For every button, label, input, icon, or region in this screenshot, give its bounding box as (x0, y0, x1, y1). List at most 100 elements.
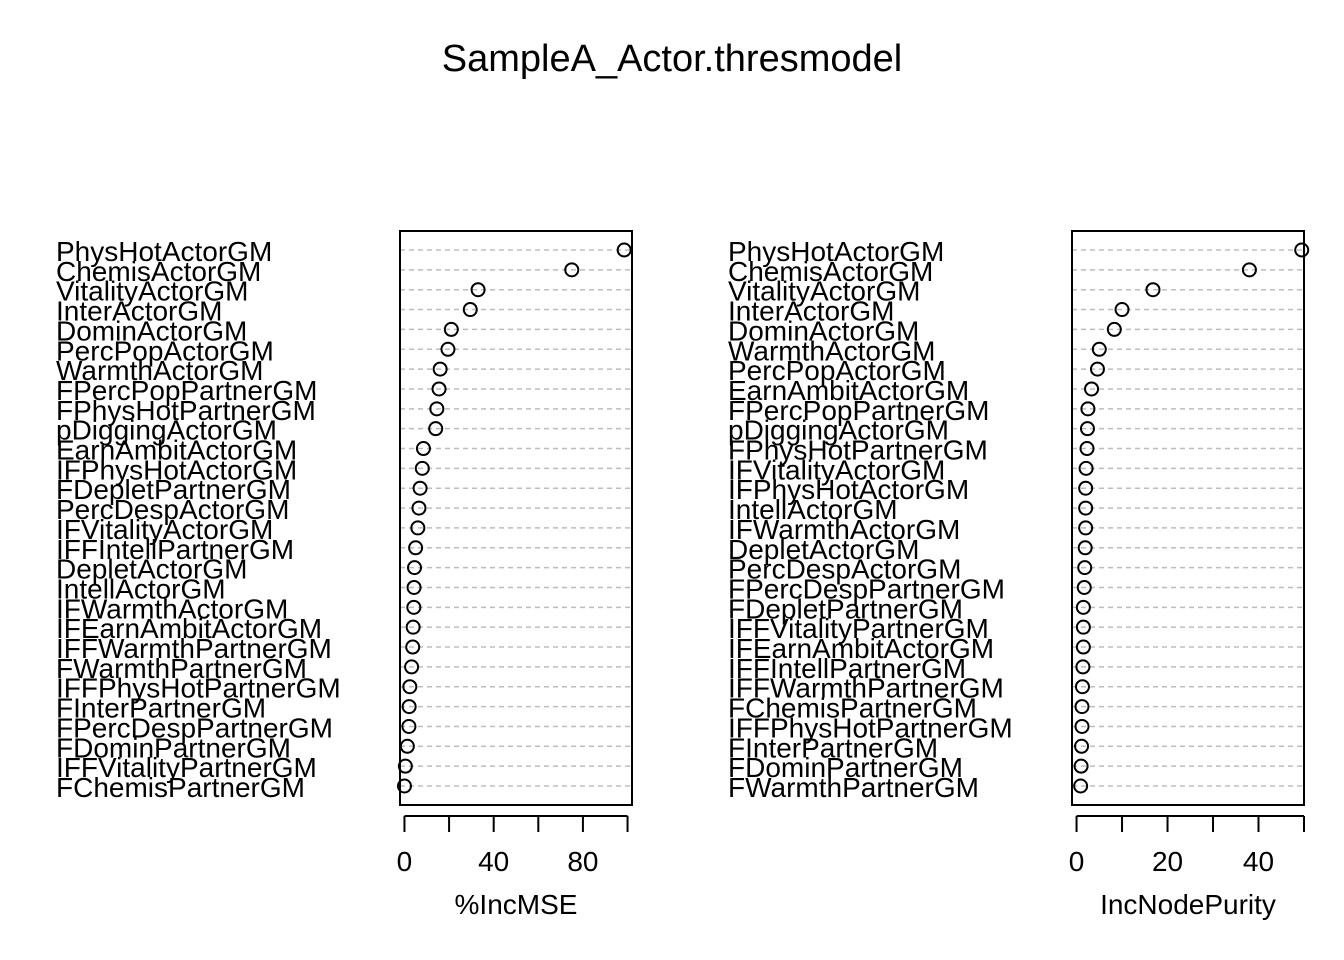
importance-point (462, 302, 478, 318)
importance-point (1073, 758, 1089, 774)
variable-label: FDepletPartnerGM (56, 474, 291, 505)
variable-label: FPercPopPartnerGM (728, 395, 989, 426)
variable-label: PercPopActorGM (56, 335, 274, 366)
importance-point (1079, 441, 1095, 457)
variable-label: IFFVitalityPartnerGM (56, 752, 317, 783)
importance-point (1074, 699, 1090, 715)
variable-label: pDiggingActorGM (56, 415, 277, 446)
importance-point (1145, 282, 1161, 298)
variable-label: FPercPopPartnerGM (56, 375, 317, 406)
importance-point (396, 778, 412, 794)
variable-label: ChemisActorGM (56, 256, 261, 287)
variable-label: FPercDespPartnerGM (728, 573, 1005, 604)
importance-point (431, 381, 447, 397)
variable-label: FPhysHotPartnerGM (56, 395, 316, 426)
variable-label: PercPopActorGM (728, 355, 946, 386)
variable-label: PhysHotActorGM (728, 236, 944, 267)
variable-label: FDominPartnerGM (56, 732, 291, 763)
variable-label: IFFIntellPartnerGM (56, 534, 294, 565)
importance-point (406, 579, 422, 595)
importance-point (405, 619, 421, 635)
importance-point (564, 262, 580, 278)
importance-point (404, 659, 420, 675)
variable-label: IFVitalityActorGM (56, 514, 273, 545)
importance-point (402, 679, 418, 695)
importance-point (432, 361, 448, 377)
importance-point (1078, 480, 1094, 496)
variable-label: DepletActorGM (728, 534, 919, 565)
variable-label: DominActorGM (728, 315, 919, 346)
panel-incmse: PhysHotActorGMChemisActorGMVitalityActor… (56, 230, 633, 920)
variable-label: FWarmthPartnerGM (56, 653, 307, 684)
x-tick-label: 80 (567, 846, 598, 877)
importance-point (401, 699, 417, 715)
variable-label: FPercDespPartnerGM (56, 712, 333, 743)
variable-label: VitalityActorGM (728, 276, 920, 307)
importance-point (1077, 540, 1093, 556)
importance-point (410, 520, 426, 536)
importance-point (443, 321, 459, 337)
variable-label: IFFIntellPartnerGM (728, 653, 966, 684)
importance-point (401, 718, 417, 734)
importance-point (1294, 242, 1310, 258)
importance-point (1241, 262, 1257, 278)
importance-point (1076, 579, 1092, 595)
importance-point (1089, 361, 1105, 377)
importance-point (412, 480, 428, 496)
importance-point (407, 560, 422, 576)
importance-point (1084, 381, 1100, 397)
variable-label: IFFPhysHotPartnerGM (728, 712, 1013, 743)
importance-point (1106, 321, 1122, 337)
variable-label: IFVitalityActorGM (728, 454, 945, 485)
variable-label: IntellActorGM (56, 573, 226, 604)
variable-label: WarmthActorGM (56, 355, 263, 386)
variable-label: EarnAmbitActorGM (728, 375, 969, 406)
x-axis-label: IncNodePurity (1100, 889, 1276, 920)
variable-label: IFWarmthActorGM (728, 514, 960, 545)
importance-point (440, 341, 456, 357)
variable-label: EarnAmbitActorGM (56, 435, 297, 466)
importance-point (1075, 619, 1091, 635)
x-tick-label: 40 (478, 846, 509, 877)
variable-label: InterActorGM (728, 296, 894, 327)
variable-label: ChemisActorGM (728, 256, 933, 287)
importance-point (411, 500, 427, 516)
variable-label: IFFPhysHotPartnerGM (56, 673, 341, 704)
variable-label: FWarmthPartnerGM (728, 772, 979, 803)
variable-label: VitalityActorGM (56, 276, 248, 307)
importance-point (406, 599, 422, 615)
x-axis-label: %IncMSE (455, 889, 578, 920)
importance-point (414, 460, 430, 476)
x-tick-label: 0 (397, 846, 413, 877)
importance-point (1078, 460, 1094, 476)
importance-point (1074, 738, 1090, 754)
importance-point (408, 540, 424, 556)
importance-point (429, 401, 445, 417)
importance-point (1077, 560, 1093, 576)
importance-point (1079, 421, 1095, 437)
variable-label: FPhysHotPartnerGM (728, 435, 988, 466)
variable-label: FInterPartnerGM (56, 693, 266, 724)
importance-point (1075, 599, 1091, 615)
importance-point (405, 639, 421, 655)
importance-point (415, 441, 431, 457)
variable-label: WarmthActorGM (728, 335, 935, 366)
x-tick-label: 20 (1152, 846, 1183, 877)
importance-point (1114, 302, 1130, 318)
variable-label: FDominPartnerGM (728, 752, 963, 783)
variable-label: IFWarmthActorGM (56, 593, 288, 624)
variable-label: FChemisPartnerGM (56, 772, 305, 803)
importance-point (1075, 639, 1091, 655)
variable-label: IFFWarmthPartnerGM (728, 673, 1004, 704)
variable-label: PercDespActorGM (728, 554, 961, 585)
variable-label: FChemisPartnerGM (728, 693, 977, 724)
importance-point (1080, 401, 1096, 417)
plot-frame (399, 230, 633, 806)
panel-incnodepurity: PhysHotActorGMChemisActorGMVitalityActor… (728, 230, 1310, 920)
variable-label: IFFVitalityPartnerGM (728, 613, 989, 644)
variable-label: IFPhysHotActorGM (56, 454, 297, 485)
plot-frame (1071, 230, 1305, 806)
importance-point (428, 421, 444, 437)
importance-point (616, 242, 632, 258)
